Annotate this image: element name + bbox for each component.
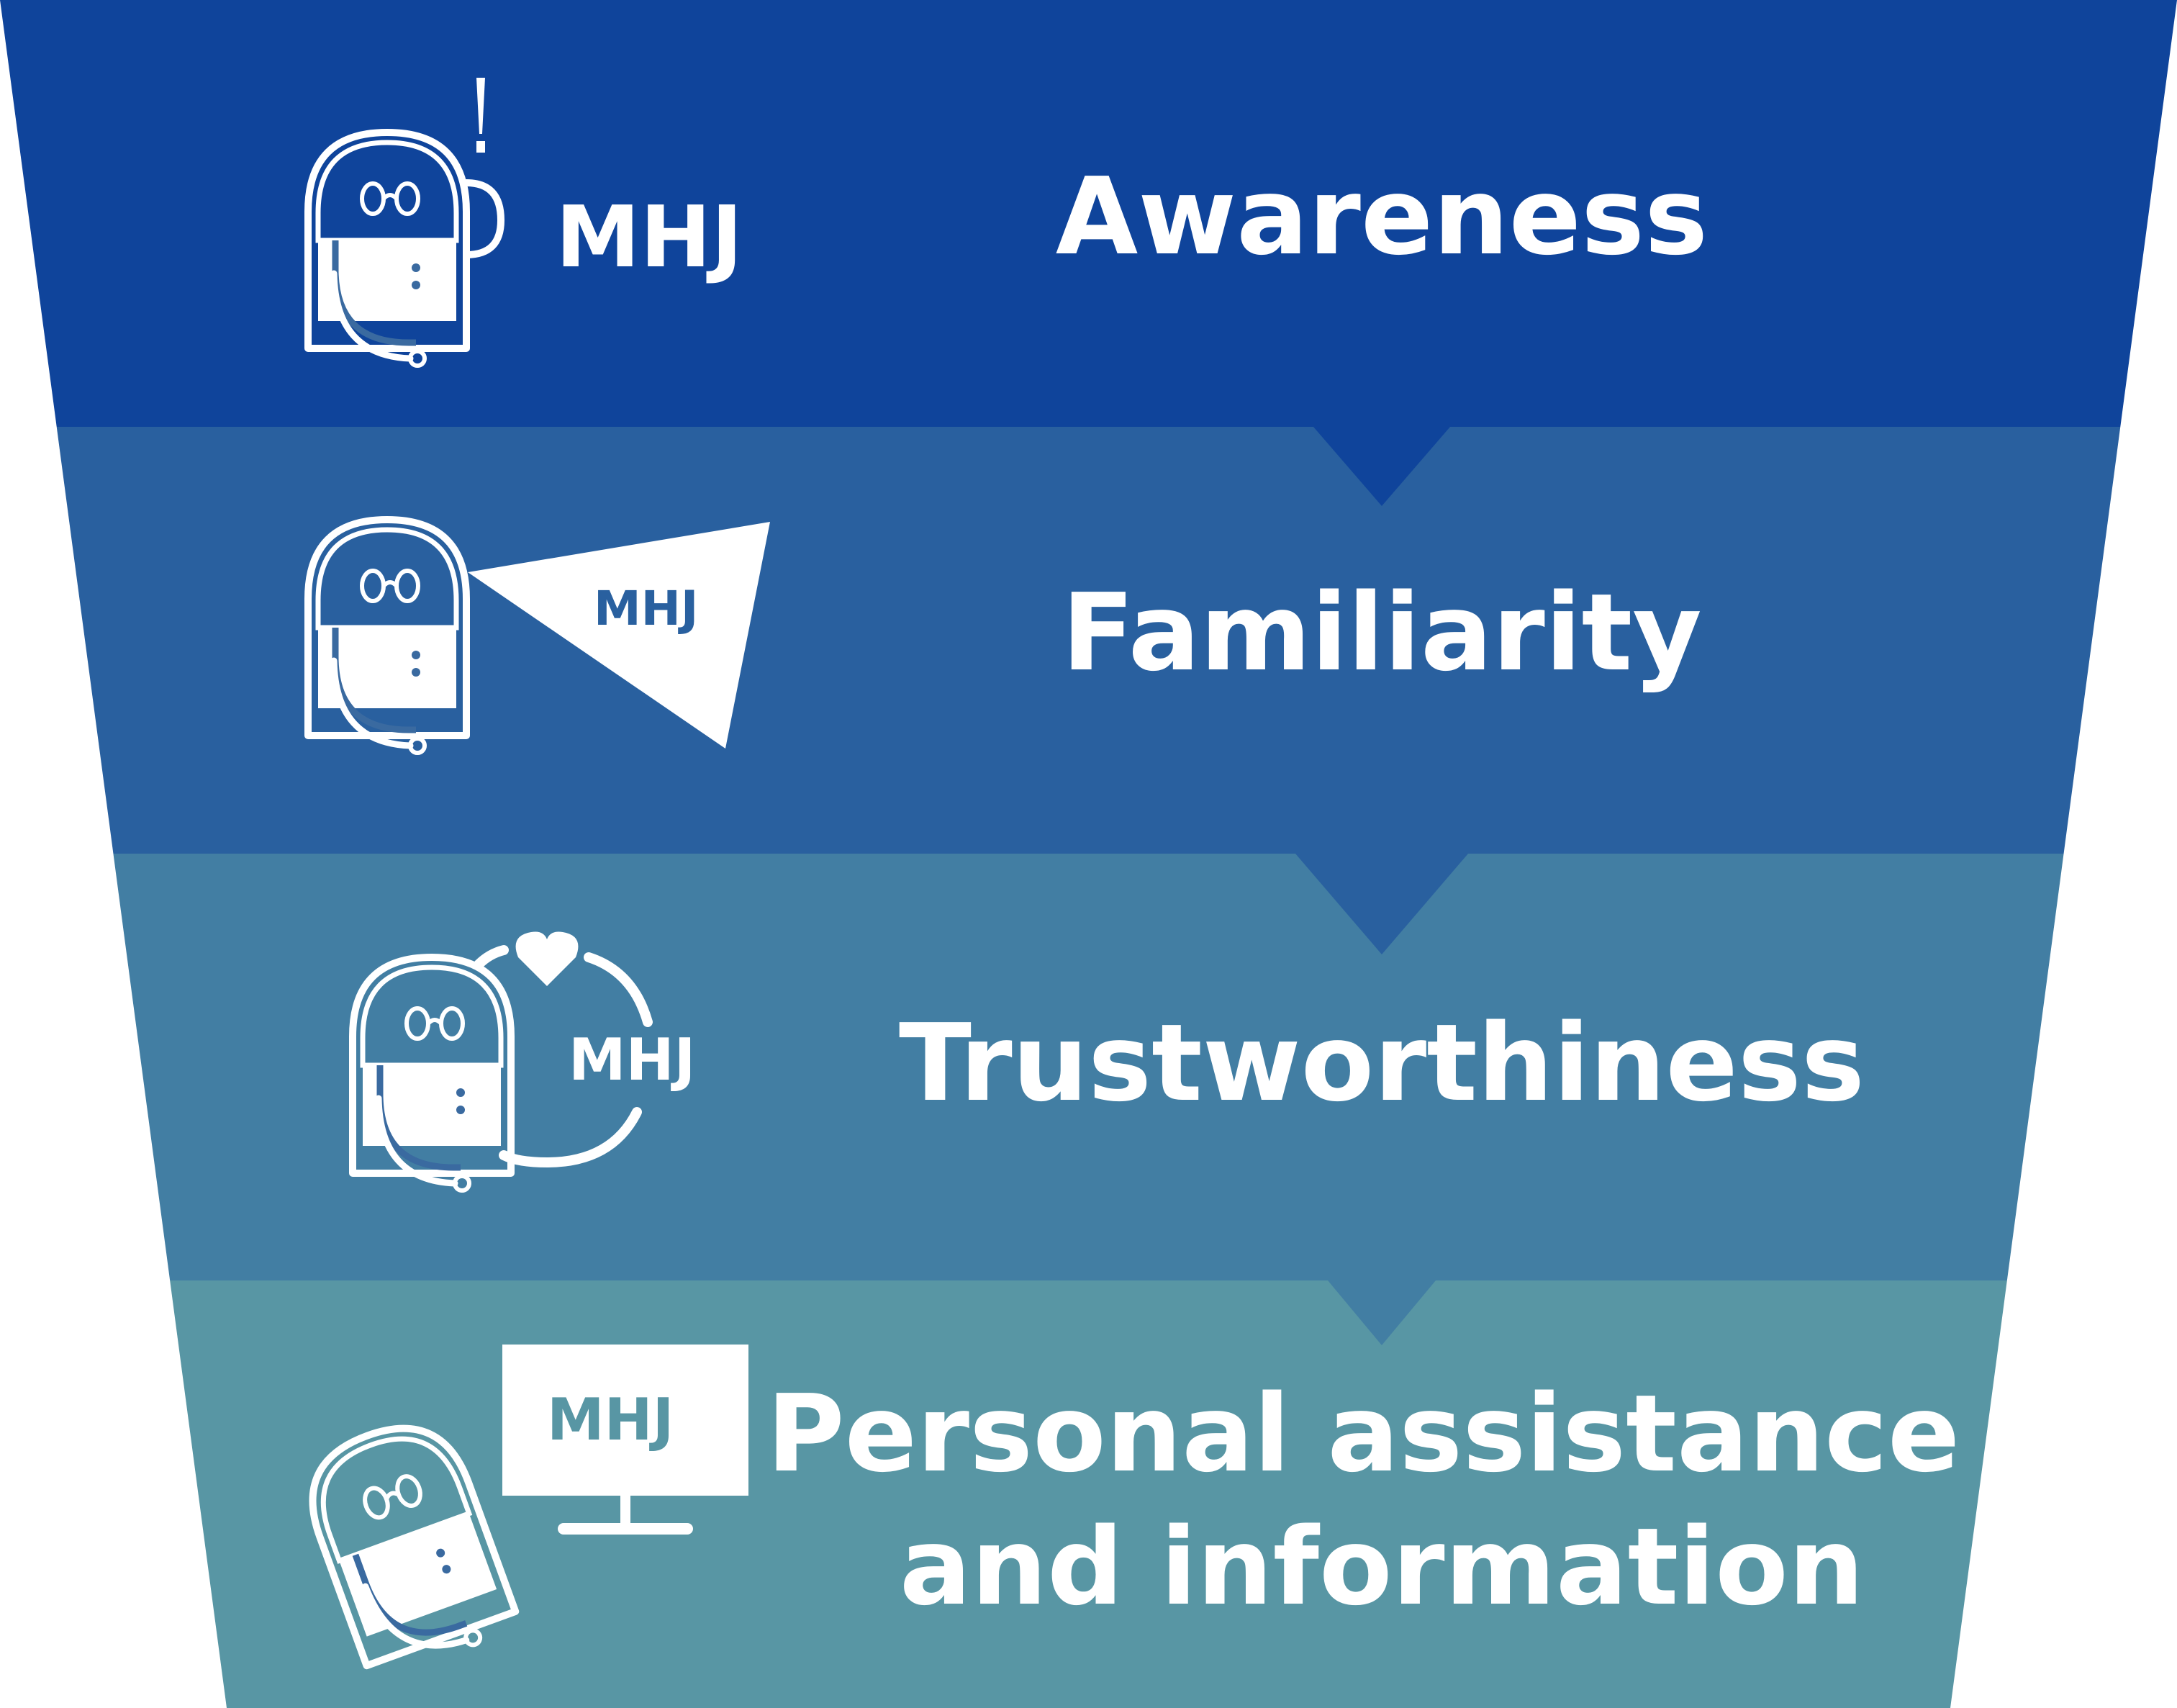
stage-label-personal-assistance-line-1: Personal assistance: [766, 1372, 1960, 1496]
monitor-icon: MHJ: [502, 1345, 748, 1535]
mhj-logo-3: MHJ: [569, 1026, 695, 1093]
arrow-notch-2: [1295, 854, 1468, 954]
stage-band-awareness: [0, 0, 2177, 427]
arrow-notch-1: [1313, 427, 1450, 506]
person-with-headset-exclamation-icon: [308, 78, 504, 366]
mhj-logo-2: MHJ: [594, 581, 698, 636]
stage-label-personal-assistance-line-2: and information: [900, 1505, 1864, 1629]
stage-band-personal-assistance: [0, 1280, 2177, 1708]
arrow-notch-3: [1328, 1280, 1436, 1345]
svg-text:Personal assistance and in: Personal assistance and information: [766, 1372, 1997, 1629]
stage-label-familiarity: Familiarity: [1062, 571, 1702, 695]
mhj-logo-1: MHJ: [556, 187, 743, 286]
heart-cycle-icon: MHJ: [474, 931, 695, 1167]
mhj-logo-4: MHJ: [547, 1386, 674, 1453]
megaphone-icon: MHJ: [468, 522, 770, 749]
stage-label-trustworthiness: Trustworthiness: [899, 1001, 1865, 1125]
stage-label-awareness: Awareness: [1056, 155, 1708, 279]
